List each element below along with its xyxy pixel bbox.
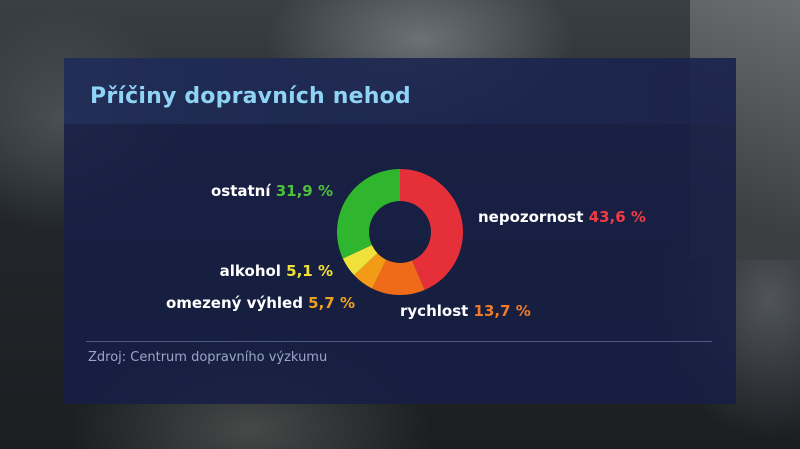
label-nepozornost: nepozornost 43,6 % <box>478 208 646 226</box>
label-name: alkohol <box>220 262 287 280</box>
label-value: 31,9 % <box>276 182 333 200</box>
label-alkohol: alkohol 5,1 % <box>220 262 333 280</box>
source-note: Zdroj: Centrum dopravního výzkumu <box>88 350 328 365</box>
label-omezeny-vyhled: omezený výhled 5,7 % <box>166 294 355 312</box>
slice-alkohol <box>342 245 378 276</box>
label-name: rychlost <box>400 302 474 320</box>
label-name: ostatní <box>211 182 276 200</box>
slice-ostatni <box>337 169 400 259</box>
label-value: 43,6 % <box>589 208 646 226</box>
label-name: nepozornost <box>478 208 589 226</box>
divider <box>86 341 712 342</box>
label-value: 5,1 % <box>286 262 333 280</box>
slice-omezeny-vyhled <box>354 253 387 289</box>
slice-rychlost <box>372 259 425 295</box>
infographic-panel: Příčiny dopravních nehod nepozornost 43,… <box>64 58 736 404</box>
chart-title: Příčiny dopravních nehod <box>90 84 411 109</box>
title-band <box>64 58 736 124</box>
label-name: omezený výhled <box>166 294 308 312</box>
label-value: 13,7 % <box>474 302 531 320</box>
slice-nepozornost <box>400 169 464 290</box>
donut-chart: nepozornost 43,6 % rychlost 13,7 % omezený… <box>166 169 646 320</box>
label-rychlost: rychlost 13,7 % <box>400 302 531 320</box>
label-value: 5,7 % <box>308 294 355 312</box>
label-ostatni: ostatní 31,9 % <box>211 182 333 200</box>
